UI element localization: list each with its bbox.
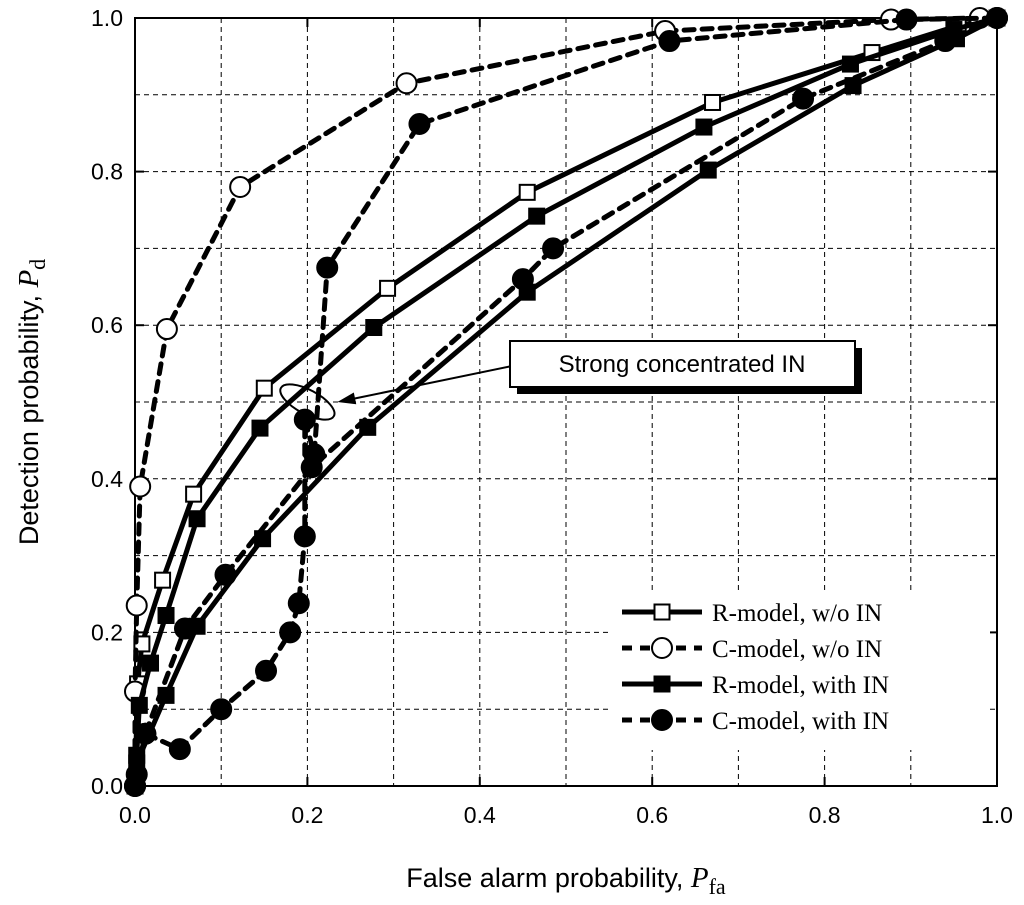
y-tick-label: 0.6 [91,312,123,338]
y-tick-label: 0.8 [91,159,123,185]
data-point [704,93,722,111]
data-point [124,775,146,797]
legend-item: R-model, with IN [622,672,889,699]
x-tick-label: 0.4 [464,802,496,828]
data-point [214,563,237,586]
annotation-text: Strong concentrated IN [559,351,806,378]
x-tick-label: 0.8 [809,802,841,828]
data-point [229,175,252,198]
data-point [154,571,172,589]
data-point [699,161,717,179]
data-point [168,738,191,761]
legend-marker [653,675,671,693]
data-point [157,607,175,625]
x-tick-label: 0.2 [291,802,323,828]
plot-frame [134,17,998,787]
annotation-arrow [347,365,513,401]
data-point [986,7,1008,29]
data-point [792,87,815,110]
x-tick-label: 0.6 [636,802,668,828]
data-point [379,279,397,297]
legend-label: C-model, w/o IN [712,636,882,663]
data-point [130,696,148,714]
data-point [155,318,178,341]
data-point [895,8,918,31]
series-line [132,15,1000,789]
data-point [841,55,859,73]
data-point [300,456,323,479]
data-point [255,659,278,682]
series-group [124,7,1008,797]
data-point [395,72,418,95]
data-point [279,621,302,644]
legend-item: C-model, with IN [622,708,889,735]
data-point [173,617,196,640]
annotation-ellipse [279,383,336,421]
legend-item: R-model, w/o IN [622,600,882,627]
annotation: Strong concentrated IN [279,340,862,421]
series-line [132,15,1000,789]
data-point [518,183,536,201]
data-point [316,256,339,279]
data-point [188,510,206,528]
data-point [293,525,316,548]
data-point [695,118,713,136]
data-point [142,654,160,672]
data-point [511,268,534,291]
data-point [365,319,383,337]
data-point [658,30,681,53]
y-axis-title: Detection probability, Pd [13,259,50,545]
x-axis-title: False alarm probability, Pfa [406,862,726,899]
series [126,9,1006,795]
legend-item: C-model, w/o IN [622,636,882,663]
x-tick-label: 1.0 [981,802,1013,828]
y-tick-label: 0.2 [91,619,123,645]
data-point [528,207,546,225]
data-point [185,485,203,503]
legend-label: R-model, with IN [712,672,889,699]
data-point [287,592,310,615]
data-point [255,379,273,397]
legend-marker [653,603,671,621]
data-point [542,237,565,260]
y-tick-label: 1.0 [91,5,123,31]
axis-ticks: 0.0 0.2 0.4 0.6 0.8 1.0 0.0 0.2 0.4 0.6 0.8 1.0 [91,5,1013,828]
data-point [934,30,957,53]
legend-label: C-model, with IN [712,708,889,735]
legend: R-model, w/o IN C-model, w/o IN R-model, w… [610,592,990,750]
legend-marker [651,637,673,659]
data-point [251,419,269,437]
series [124,7,1008,797]
y-tick-label: 0.0 [91,773,123,799]
data-point [408,112,431,135]
data-point [125,594,148,617]
data-point [210,698,233,721]
x-tick-label: 0.0 [119,802,151,828]
data-point [293,408,316,431]
data-point [134,722,157,745]
data-point [129,475,152,498]
annotation-box [509,340,856,388]
annotation-arrowhead [337,392,357,405]
legend-marker [651,709,673,731]
y-tick-label: 0.4 [91,466,123,492]
legend-background [610,592,990,750]
legend-label: R-model, w/o IN [712,600,882,627]
